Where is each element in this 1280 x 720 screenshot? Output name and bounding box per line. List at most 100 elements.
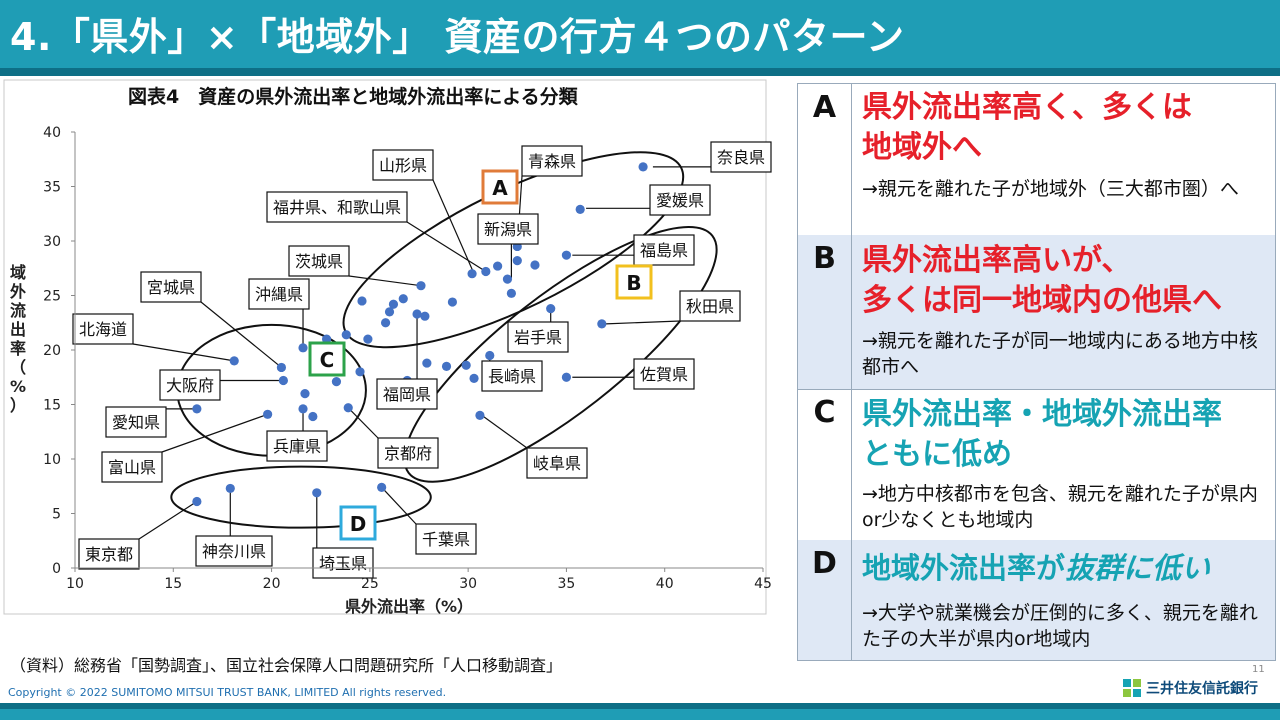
annotation-box bbox=[710, 141, 772, 173]
group-letter-box bbox=[339, 505, 377, 541]
annotation-label: 愛媛県 bbox=[656, 191, 704, 210]
data-point bbox=[357, 296, 367, 306]
annotation-box bbox=[266, 430, 328, 462]
data-point bbox=[561, 372, 572, 382]
heading-line: 多くは同一地域内の他県へ bbox=[862, 283, 1222, 318]
data-point bbox=[546, 303, 556, 314]
data-point bbox=[263, 409, 273, 419]
annotation-label: 岐阜県 bbox=[533, 454, 581, 473]
group-letter: D bbox=[350, 512, 367, 536]
source-note: （資料）総務省「国勢調査」、国立社会保障人口問題研究所「人口移動調査」 bbox=[10, 656, 563, 675]
data-point bbox=[192, 496, 202, 507]
data-point bbox=[276, 362, 286, 373]
heading-line: 地域外へ bbox=[862, 130, 982, 165]
data-point bbox=[485, 350, 495, 361]
x-tick-label: 40 bbox=[656, 576, 674, 592]
pattern-description: →大学や就業機会が圧倒的に多く、親元を離れた子の大半が県内or地域内 bbox=[862, 602, 1258, 650]
leader-line bbox=[348, 275, 422, 287]
group-letter: C bbox=[320, 348, 335, 372]
pattern-letter: A bbox=[798, 84, 852, 235]
data-point bbox=[341, 330, 351, 340]
page-number: 11 bbox=[1252, 664, 1265, 675]
annotation-box bbox=[526, 447, 588, 479]
heading-line: ともに低め bbox=[862, 437, 1012, 472]
data-point bbox=[355, 367, 365, 377]
logo-text: 三井住友信託銀行 bbox=[1146, 681, 1258, 697]
group-ellipse bbox=[403, 226, 718, 483]
x-tick-label: 15 bbox=[164, 576, 182, 592]
annotation-box bbox=[376, 378, 438, 410]
pattern-c: C 県外流出率・地域外流出率 ともに低め →地方中核都市を包含、親元を離れた子が… bbox=[798, 389, 1275, 541]
data-point bbox=[225, 483, 235, 494]
annotation-label: 京都府 bbox=[384, 444, 432, 463]
annotation-label: 山形県 bbox=[379, 156, 427, 175]
annotation-box bbox=[101, 451, 163, 483]
pattern-a: A 県外流出率高く、多くは 地域外へ →親元を離れた子が地域外（三大都市圏）へ bbox=[798, 84, 1275, 236]
annotation-box bbox=[266, 191, 408, 223]
annotation-label: 北海道 bbox=[79, 320, 127, 339]
y-tick-label: 5 bbox=[52, 507, 61, 523]
group-letter: A bbox=[492, 176, 508, 200]
annotation-label: 沖縄県 bbox=[255, 285, 303, 304]
annotation-label: 千葉県 bbox=[422, 530, 470, 549]
y-tick-label: 15 bbox=[43, 398, 61, 414]
annotation-box bbox=[415, 523, 477, 555]
data-point bbox=[502, 274, 513, 284]
pattern-letter: C bbox=[798, 389, 852, 540]
data-point bbox=[308, 411, 318, 422]
data-point bbox=[377, 482, 387, 492]
pattern-heading: 県外流出率高いが、 多くは同一地域内の他県へ bbox=[862, 241, 1222, 321]
annotation-box bbox=[78, 538, 140, 570]
leader-line bbox=[432, 179, 475, 274]
pattern-heading: 地域外流出率が抜群に低い bbox=[862, 548, 1210, 588]
annotation-box bbox=[649, 184, 711, 216]
annotation-box bbox=[140, 271, 202, 303]
data-point bbox=[447, 297, 458, 307]
annotation-label: 奈良県 bbox=[717, 148, 765, 167]
heading-line: 県外流出率高く、多くは bbox=[862, 90, 1192, 125]
group-letter-box bbox=[308, 341, 346, 377]
annotation-box bbox=[312, 547, 374, 579]
copyright: Copyright © 2022 SUMITOMO MITSUI TRUST B… bbox=[8, 686, 447, 699]
group-letter: B bbox=[626, 271, 641, 295]
data-point bbox=[416, 281, 426, 291]
annotation-box bbox=[679, 290, 741, 322]
y-tick-label: 40 bbox=[43, 125, 61, 141]
annotation-box bbox=[105, 406, 167, 438]
data-point bbox=[506, 288, 516, 298]
data-point bbox=[300, 389, 310, 399]
y-tick-label: 10 bbox=[43, 452, 61, 468]
pattern-letter: D bbox=[798, 540, 852, 660]
data-point bbox=[512, 256, 522, 266]
heading-emphasis: 抜群に低い bbox=[1065, 551, 1211, 585]
data-point bbox=[475, 410, 485, 420]
data-point bbox=[380, 318, 391, 328]
x-tick-label: 10 bbox=[66, 576, 84, 592]
annotation-label: 愛知県 bbox=[112, 413, 160, 432]
x-axis-label: 県外流出率（%） bbox=[345, 597, 473, 616]
pattern-description: →地方中核都市を包含、親元を離れた子が県内or少なくとも地域内 bbox=[862, 483, 1258, 531]
annotation-label: 福岡県 bbox=[383, 385, 431, 404]
leader-line bbox=[347, 407, 379, 439]
pattern-b: B 県外流出率高いが、 多くは同一地域内の他県へ →親元を離れた子が同一地域内に… bbox=[798, 235, 1275, 390]
group-letter-box bbox=[481, 169, 519, 205]
data-point bbox=[384, 307, 395, 317]
pattern-heading: 県外流出率・地域外流出率 ともに低め bbox=[862, 395, 1222, 475]
x-tick-label: 20 bbox=[263, 576, 281, 592]
annotation-label: 福井県、和歌山県 bbox=[273, 198, 401, 217]
data-point bbox=[298, 343, 308, 353]
data-point bbox=[467, 269, 477, 279]
annotation-label: 埼玉県 bbox=[319, 554, 367, 573]
title-bar: 4.「県外」×「地域外」 資産の行方４つのパターン bbox=[0, 0, 1280, 68]
leader-line bbox=[138, 501, 198, 540]
data-point bbox=[298, 404, 308, 414]
data-point bbox=[597, 319, 607, 329]
pattern-panel: A 県外流出率高く、多くは 地域外へ →親元を離れた子が地域外（三大都市圏）へ … bbox=[797, 83, 1276, 661]
leader-line bbox=[132, 343, 235, 362]
x-tick-label: 25 bbox=[361, 576, 379, 592]
y-tick-label: 0 bbox=[52, 561, 61, 577]
chart-title: 図表4 資産の県外流出率と地域外流出率による分類 bbox=[128, 86, 578, 108]
annotation-label: 佐賀県 bbox=[640, 365, 688, 384]
annotation-label: 富山県 bbox=[108, 458, 156, 477]
annotation-label: 兵庫県 bbox=[273, 437, 321, 456]
